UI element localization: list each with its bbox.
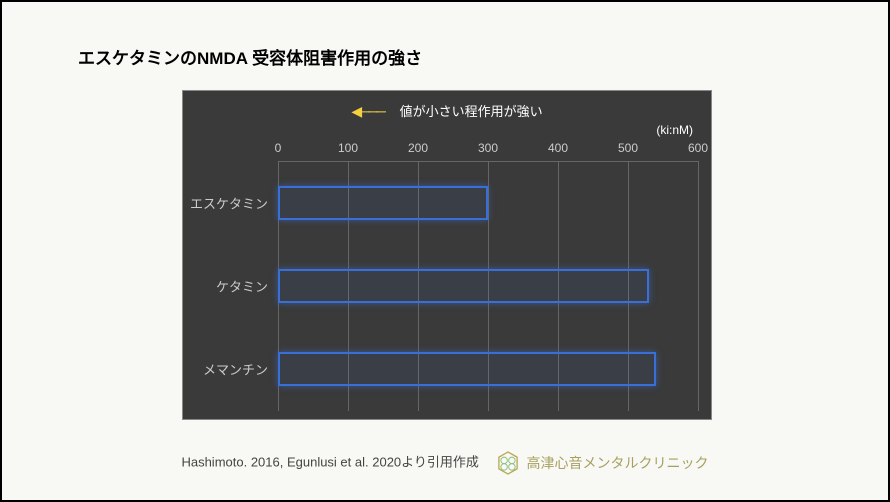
chart-container: ◀─── 値が小さい程作用が強い (ki:nM) 010020030040050… — [182, 90, 712, 420]
x-tick: 400 — [548, 141, 568, 155]
x-tick: 600 — [688, 141, 708, 155]
x-tick: 200 — [408, 141, 428, 155]
arrow-left-icon: ◀─── — [351, 103, 384, 120]
clinic-logo-icon — [495, 450, 521, 476]
grid-line-v — [698, 161, 699, 411]
clinic-name: 高津心音メンタルクリニック — [527, 453, 709, 473]
clinic-logo-wrap: 高津心音メンタルクリニック — [495, 450, 709, 476]
citation-text: Hashimoto. 2016, Egunlusi et al. 2020より引… — [181, 454, 478, 469]
x-tick: 300 — [478, 141, 498, 155]
y-label: ケタミン — [216, 277, 268, 296]
footer: Hashimoto. 2016, Egunlusi et al. 2020より引… — [2, 450, 888, 476]
y-label: メマンチン — [203, 360, 268, 379]
annotation-text: 値が小さい程作用が強い — [400, 104, 543, 119]
bar — [278, 269, 649, 303]
y-label: エスケタミン — [190, 193, 268, 212]
x-tick: 100 — [338, 141, 358, 155]
chart-annotation: ◀─── 値が小さい程作用が強い — [183, 101, 711, 120]
x-tick: 0 — [275, 141, 282, 155]
x-tick: 500 — [618, 141, 638, 155]
page-title: エスケタミンのNMDA 受容体阻害作用の強さ — [78, 44, 422, 69]
bar — [278, 352, 656, 386]
x-axis: 0100200300400500600 — [278, 141, 698, 161]
unit-label: (ki:nM) — [656, 123, 693, 137]
plot-area: 0100200300400500600 エスケタミンケタミンメマンチン — [278, 161, 698, 411]
bar — [278, 186, 488, 220]
